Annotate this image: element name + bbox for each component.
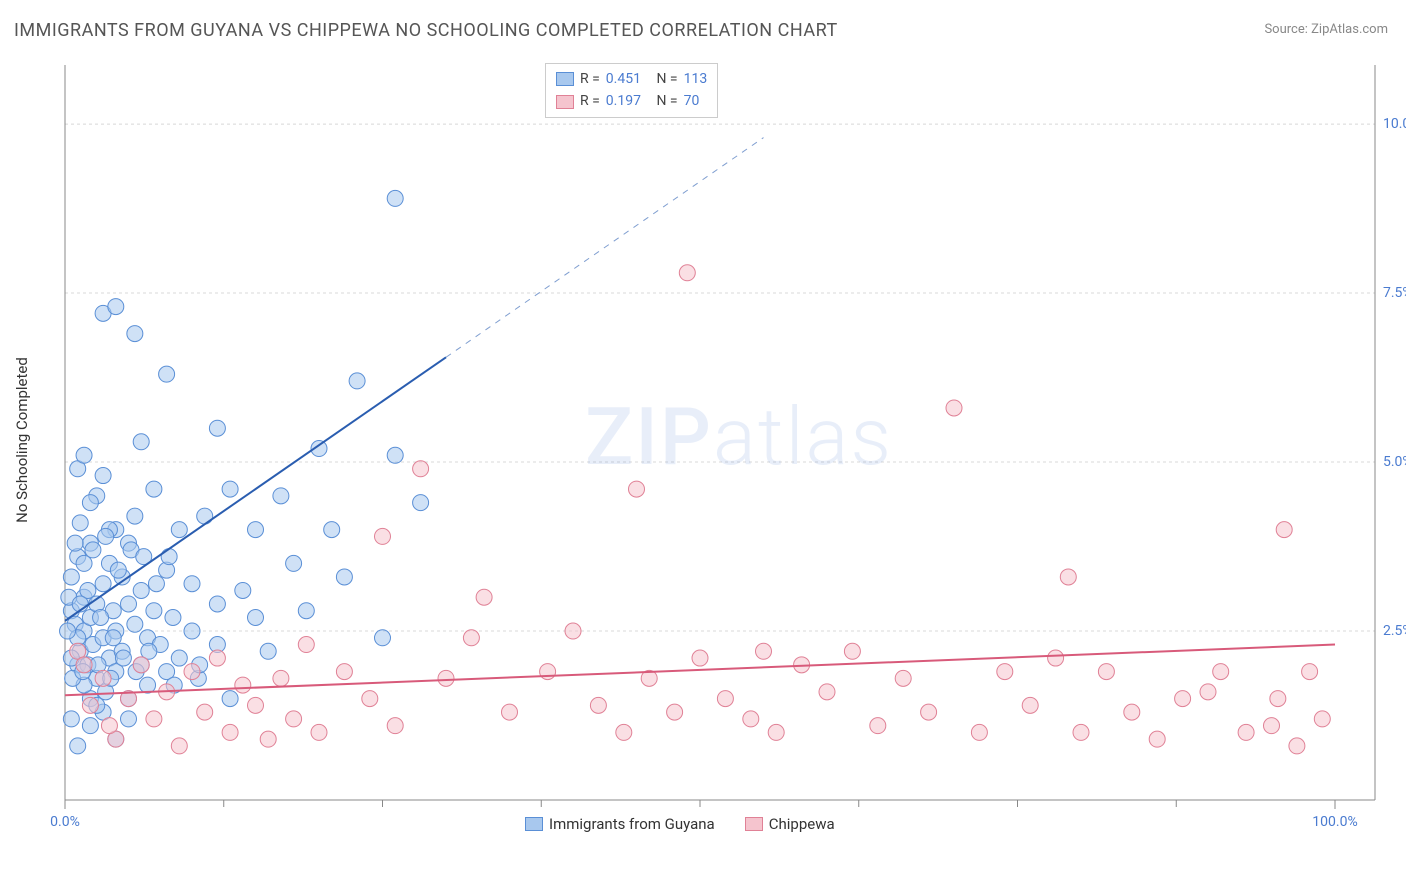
swatch-series2 xyxy=(556,95,574,109)
r-label: R = xyxy=(580,90,600,112)
y-axis-label: No Schooling Completed xyxy=(13,357,31,523)
stats-row-series2: R = 0.197 N = 70 xyxy=(556,90,707,112)
series-legend: Immigrants from Guyana Chippewa xyxy=(525,812,835,836)
r-label: R = xyxy=(580,68,600,90)
y-tick-label: 7.5% xyxy=(1383,285,1406,301)
source-label: Source: xyxy=(1264,22,1307,37)
swatch-series2 xyxy=(745,817,763,831)
legend-item-series1: Immigrants from Guyana xyxy=(525,812,715,836)
stats-legend-box: R = 0.451 N = 113 R = 0.197 N = 70 xyxy=(545,63,718,118)
legend-label-series1: Immigrants from Guyana xyxy=(549,812,715,836)
legend-item-series2: Chippewa xyxy=(745,812,835,836)
x-tick-label: 100.0% xyxy=(1312,814,1357,830)
chart-title: IMMIGRANTS FROM GUYANA VS CHIPPEWA NO SC… xyxy=(14,20,838,41)
y-tick-label: 10.0% xyxy=(1383,116,1406,132)
source-attribution: Source: ZipAtlas.com xyxy=(1264,22,1388,37)
scatter-plot xyxy=(55,60,1390,830)
n-label: N = xyxy=(656,68,677,90)
chart-area: ZIPatlas R = 0.451 N = 113 R = 0.197 N =… xyxy=(55,60,1390,830)
n-value-series1: 113 xyxy=(684,68,708,90)
y-tick-label: 5.0% xyxy=(1383,454,1406,470)
y-tick-label: 2.5% xyxy=(1383,623,1406,639)
source-name: ZipAtlas.com xyxy=(1311,22,1388,37)
stats-row-series1: R = 0.451 N = 113 xyxy=(556,68,707,90)
n-label: N = xyxy=(656,90,677,112)
r-value-series2: 0.197 xyxy=(606,90,641,112)
x-tick-label: 0.0% xyxy=(50,814,80,830)
legend-label-series2: Chippewa xyxy=(769,812,835,836)
n-value-series2: 70 xyxy=(684,90,700,112)
r-value-series1: 0.451 xyxy=(606,68,641,90)
swatch-series1 xyxy=(525,817,543,831)
swatch-series1 xyxy=(556,72,574,86)
